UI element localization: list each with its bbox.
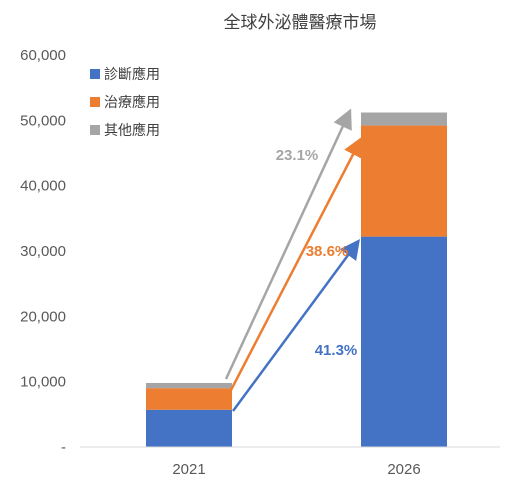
- bar-segment: [146, 388, 232, 410]
- x-tick-label: 2021: [172, 461, 205, 478]
- y-tick-label: 20,000: [20, 308, 66, 325]
- bar-segment: [361, 112, 447, 126]
- growth-label: 38.6%: [306, 243, 349, 260]
- legend-swatch: [90, 69, 100, 79]
- y-tick-label: -: [61, 439, 66, 456]
- growth-arrow: [228, 136, 363, 393]
- y-tick-label: 40,000: [20, 178, 66, 195]
- x-axis: 2021 2026: [80, 446, 500, 478]
- growth-arrow: [231, 238, 360, 412]
- growth-label: 23.1%: [276, 147, 319, 164]
- legend-label: 診斷應用: [104, 66, 160, 83]
- x-tick-label: 2026: [387, 461, 420, 478]
- bar-segment: [146, 409, 232, 447]
- growth-label: 41.3%: [315, 342, 358, 359]
- growth-arrows: 41.3% 38.6% 23.1%: [224, 108, 363, 412]
- legend-swatch: [90, 125, 100, 135]
- y-tick-label: 30,000: [20, 243, 66, 260]
- bar-segment: [361, 125, 447, 237]
- y-axis: - 10,000 20,000 30,000 40,000 50,000 60,000: [20, 47, 66, 456]
- chart-title: 全球外泌體醫療市場: [224, 13, 377, 33]
- legend-swatch: [90, 97, 100, 107]
- bars: [146, 112, 447, 447]
- y-tick-label: 50,000: [20, 112, 66, 129]
- growth-arrow: [224, 108, 352, 380]
- bar-segment: [146, 382, 232, 389]
- bar-segment: [361, 236, 447, 447]
- y-tick-label: 10,000: [20, 374, 66, 391]
- legend-label: 其他應用: [104, 122, 160, 139]
- y-tick-label: 60,000: [20, 47, 66, 64]
- legend-label: 治療應用: [104, 94, 160, 111]
